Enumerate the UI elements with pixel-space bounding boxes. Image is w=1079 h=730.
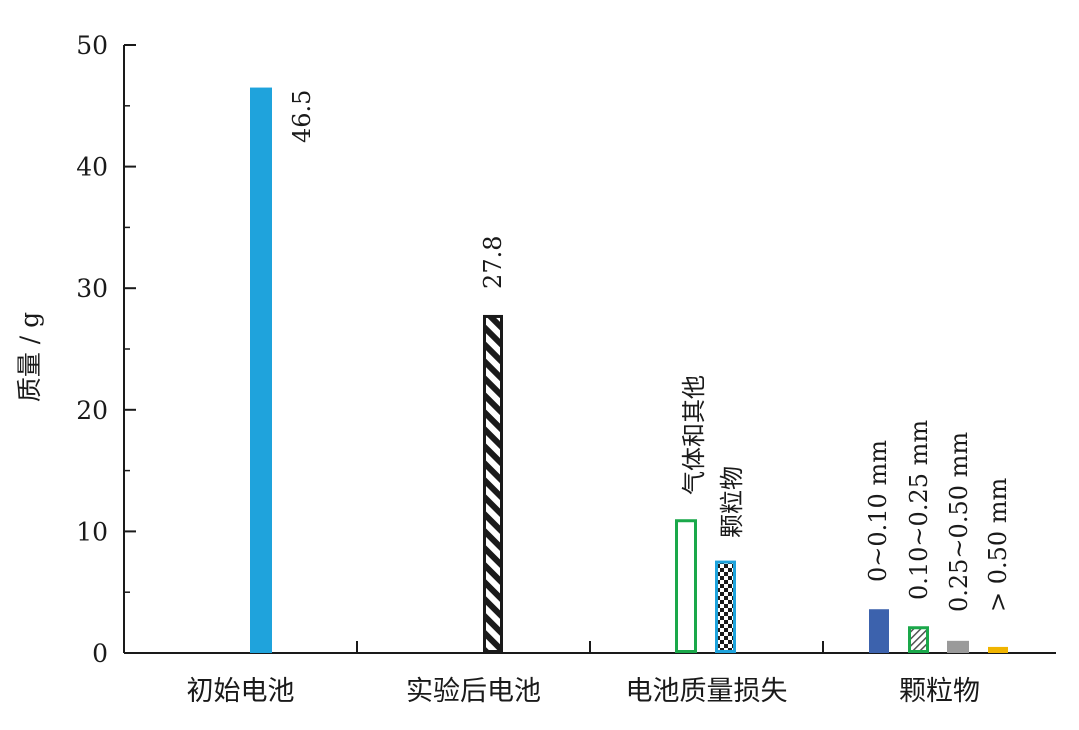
y-tick-label: 0 xyxy=(92,639,108,668)
y-tick-label: 30 xyxy=(76,274,108,303)
bar xyxy=(250,87,272,653)
bar-series-label: 0~0.10 mm xyxy=(864,440,892,582)
bars-group xyxy=(250,87,1008,653)
y-tick-label: 50 xyxy=(76,31,108,60)
x-category-label: 颗粒物 xyxy=(899,676,980,707)
bar xyxy=(947,640,969,653)
bar xyxy=(715,560,736,653)
bar-series-label: 0.10~0.25 mm xyxy=(905,420,933,600)
y-axis-label: 质量 / g xyxy=(15,312,44,402)
bar xyxy=(675,519,697,653)
bar-value-label: 27.8 xyxy=(479,236,507,289)
bar xyxy=(483,314,503,653)
x-category-label: 实验后电池 xyxy=(406,676,541,707)
bar-series-label: 颗粒物 xyxy=(718,466,746,538)
bar-value-label: 46.5 xyxy=(288,90,316,143)
bar-series-label: 气体和其他 xyxy=(680,375,708,495)
bar xyxy=(988,646,1008,653)
bar xyxy=(908,626,929,653)
y-tick-label: 20 xyxy=(76,396,108,425)
x-category-label: 电池质量损失 xyxy=(626,676,788,707)
bar xyxy=(869,609,889,653)
axes: 0 10 20 30 40 50 初始电池 实验后电池 电池质量损失 颗粒物 xyxy=(76,31,1056,707)
bar-series-label: 0.25~0.50 mm xyxy=(945,432,973,612)
x-category-label: 初始电池 xyxy=(187,676,295,707)
y-tick-label: 40 xyxy=(76,153,108,182)
y-tick-label: 10 xyxy=(76,517,108,546)
bar-series-label: > 0.50 mm xyxy=(984,477,1012,612)
